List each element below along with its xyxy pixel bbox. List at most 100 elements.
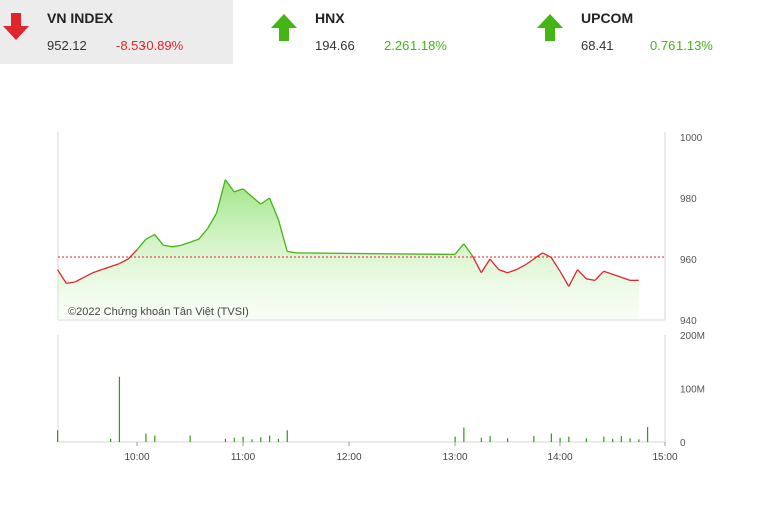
price-line-segment: [559, 270, 570, 287]
x-tick-label: 13:00: [442, 452, 467, 463]
price-line-segment: [454, 243, 465, 255]
index-percent: -0.89%: [142, 38, 184, 53]
volume-bar: [568, 436, 570, 442]
price-line-segment: [603, 270, 613, 275]
index-percent: 1.18%: [410, 38, 447, 53]
volume-bar: [118, 376, 121, 442]
volume-bar: [269, 435, 271, 442]
price-line-segment: [154, 234, 165, 246]
price-line-segment: [189, 238, 200, 243]
x-tick-label: 15:00: [652, 452, 677, 463]
price-line-segment: [180, 241, 191, 246]
price-y-tick-label: 940: [680, 316, 697, 327]
price-line-segment: [542, 252, 552, 259]
index-change: 2.26: [384, 38, 410, 53]
arrow-up-icon: [537, 14, 563, 41]
volume-y-tick-label: 100M: [680, 385, 705, 396]
volume-bar: [550, 433, 552, 442]
price-line-segment: [119, 258, 129, 265]
price-line-segment: [533, 252, 543, 260]
price-line-segment: [277, 219, 288, 252]
volume-bar: [251, 439, 253, 442]
price-line-segment: [463, 243, 474, 257]
price-line-segment: [83, 272, 94, 278]
price-area: [57, 179, 639, 320]
index-name: HNX: [315, 10, 345, 26]
price-line-segment: [507, 269, 517, 274]
volume-bar: [647, 427, 649, 442]
price-line-segment: [172, 244, 182, 248]
volume-bar: [57, 430, 59, 442]
price-line-segment: [489, 258, 500, 271]
price-line-segment: [577, 269, 587, 280]
price-line-segment: [287, 250, 297, 254]
x-tick-label: 12:00: [336, 452, 361, 463]
index-name: UPCOM: [581, 10, 634, 26]
volume-bar: [533, 436, 535, 442]
index-value: 194.66: [315, 38, 355, 53]
index-name: VN INDEX: [47, 10, 114, 26]
volume-bar: [463, 427, 465, 442]
volume-bar: [277, 438, 280, 442]
price-line-segment: [524, 258, 535, 266]
index-change: 0.76: [650, 38, 676, 53]
volume-bar: [489, 436, 491, 442]
price-line-segment: [515, 264, 526, 271]
volume-y-tick-label: 200M: [680, 331, 705, 342]
price-y-tick-label: 960: [680, 255, 697, 266]
price-line-segment: [224, 179, 235, 193]
volume-bar: [154, 435, 156, 442]
price-line-segment: [136, 238, 147, 251]
price-line-segment: [92, 269, 102, 274]
price-line-segment: [295, 252, 456, 256]
price-line-segment: [198, 228, 209, 240]
index-value: 68.41: [581, 38, 614, 53]
price-line-segment: [621, 276, 631, 281]
volume-bar: [189, 435, 191, 442]
arrow-up-icon: [271, 14, 297, 41]
index-value: 952.12: [47, 38, 87, 53]
index-percent: 1.13%: [676, 38, 713, 53]
volume-bar: [629, 438, 631, 442]
price-line-segment: [498, 269, 508, 274]
index-card-upcom[interactable]: UPCOM 68.41 0.76 1.13%: [534, 0, 764, 64]
price-y-tick-label: 980: [680, 194, 697, 205]
x-tick-label: 10:00: [124, 452, 149, 463]
x-tick-label: 14:00: [547, 452, 572, 463]
price-line-segment: [242, 188, 253, 197]
copyright-annotation: ©2022 Chứng khoán Tân Việt (TVSI): [68, 306, 249, 318]
index-card-hnx[interactable]: HNX 194.66 2.26 1.18%: [268, 0, 534, 64]
volume-bar: [145, 433, 147, 442]
volume-y-tick-label: 0: [680, 438, 686, 449]
price-line-segment: [568, 269, 579, 287]
arrow-down-icon: [3, 13, 29, 40]
price-line-segment: [586, 278, 596, 281]
price-line-segment: [215, 179, 226, 214]
price-line-segment: [594, 270, 605, 281]
price-line-segment: [612, 273, 622, 278]
volume-bar: [286, 430, 288, 442]
price-y-tick-label: 1000: [680, 133, 703, 144]
volume-bar: [603, 436, 605, 442]
price-line-segment: [101, 266, 111, 271]
volume-bar: [110, 438, 112, 442]
volume-bar: [585, 438, 587, 442]
price-line-segment: [66, 281, 76, 285]
volume-bar: [454, 436, 456, 442]
volume-bar: [612, 438, 614, 442]
price-line-segment: [56, 269, 67, 284]
index-summary-bar: VN INDEX 952.12 -8.53 -0.89% HNX 194.66 2.26 1.…: [0, 0, 764, 64]
market-charts: 1000 980 960 940 ©2022 Chứng khoán Tân Việt …: [56, 132, 705, 463]
price-line-segment: [233, 188, 244, 193]
price-line-segment: [145, 234, 155, 240]
volume-bar: [620, 436, 622, 442]
price-line-segment: [74, 276, 85, 283]
price-line-segment: [127, 249, 138, 260]
price-line-segment: [251, 195, 262, 205]
volume-bar: [480, 437, 482, 442]
volume-bar: [507, 438, 509, 442]
price-line-segment: [207, 212, 218, 229]
price-line-segment: [163, 244, 173, 248]
volume-bar: [242, 436, 244, 442]
index-card-vn-index[interactable]: VN INDEX 952.12 -8.53 -0.89%: [0, 0, 233, 64]
